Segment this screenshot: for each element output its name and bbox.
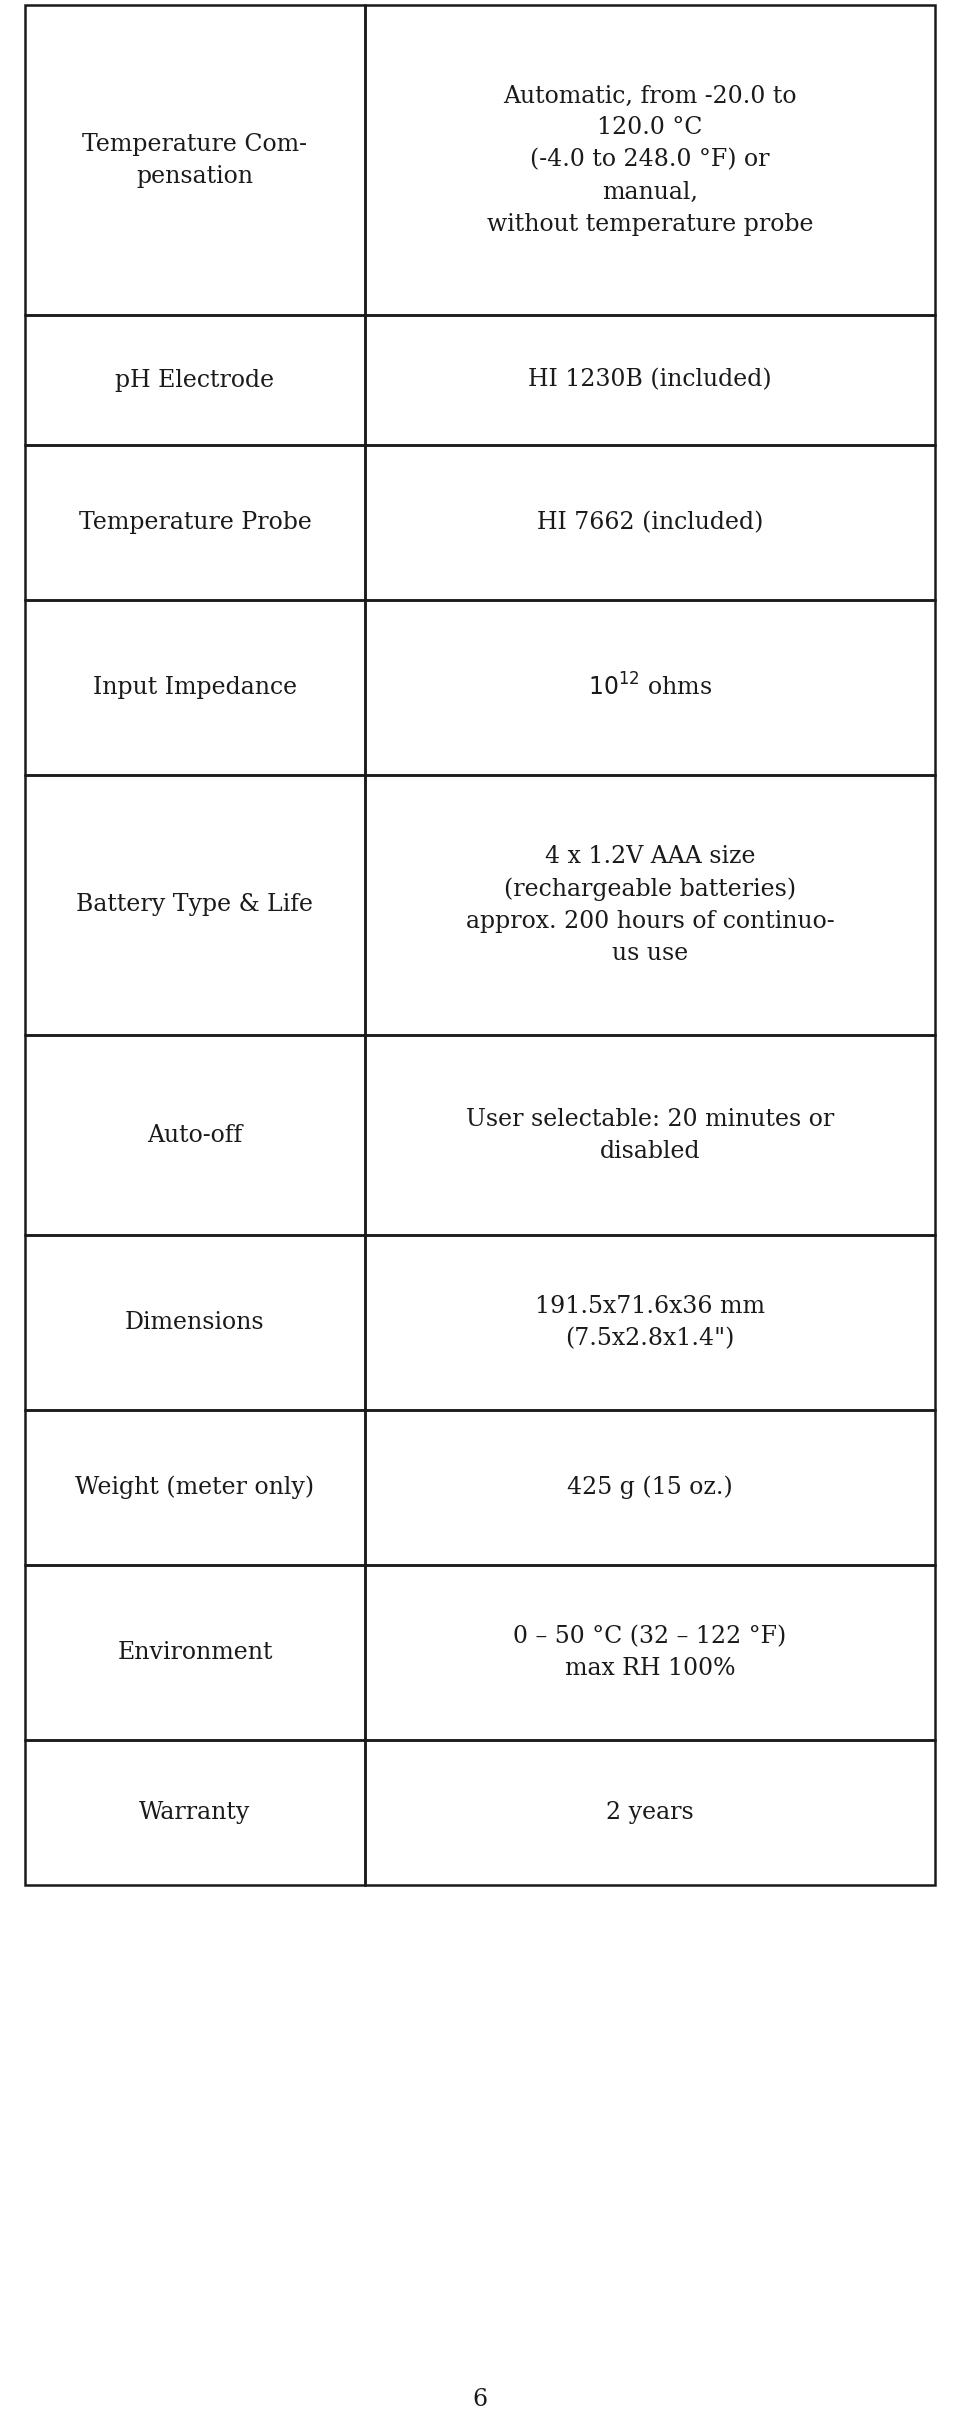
Text: HI 1230B (included): HI 1230B (included): [528, 368, 772, 392]
Text: 0 – 50 °C (32 – 122 °F)
max RH 100%: 0 – 50 °C (32 – 122 °F) max RH 100%: [514, 1625, 786, 1681]
Text: 4 x 1.2V AAA size
(rechargeable batteries)
approx. 200 hours of continuo-
us use: 4 x 1.2V AAA size (rechargeable batterie…: [466, 845, 834, 965]
Bar: [365, 1564, 935, 1739]
Bar: [25, 1739, 365, 1885]
Text: User selectable: 20 minutes or
disabled: User selectable: 20 minutes or disabled: [466, 1108, 834, 1162]
Bar: [25, 1410, 365, 1564]
Bar: [365, 446, 935, 599]
Text: 2 years: 2 years: [606, 1800, 694, 1825]
Bar: [25, 314, 365, 446]
Bar: [365, 1235, 935, 1410]
Bar: [25, 5, 365, 314]
Bar: [25, 599, 365, 775]
Text: Weight (meter only): Weight (meter only): [76, 1476, 315, 1498]
Text: Input Impedance: Input Impedance: [93, 677, 297, 699]
Bar: [365, 5, 935, 314]
Text: Environment: Environment: [117, 1642, 273, 1664]
Bar: [25, 1235, 365, 1410]
Bar: [25, 1035, 365, 1235]
Text: Temperature Com-
pensation: Temperature Com- pensation: [83, 132, 307, 188]
Text: $10^{12}$ ohms: $10^{12}$ ohms: [588, 675, 712, 702]
Bar: [25, 1564, 365, 1739]
Bar: [25, 775, 365, 1035]
Text: HI 7662 (included): HI 7662 (included): [537, 512, 763, 533]
Bar: [365, 1035, 935, 1235]
Text: Auto-off: Auto-off: [148, 1123, 243, 1147]
Text: 6: 6: [472, 2390, 488, 2412]
Text: Dimensions: Dimensions: [125, 1311, 265, 1335]
Bar: [365, 1739, 935, 1885]
Text: pH Electrode: pH Electrode: [115, 368, 275, 392]
Text: Warranty: Warranty: [139, 1800, 251, 1825]
Bar: [25, 446, 365, 599]
Bar: [365, 775, 935, 1035]
Bar: [365, 599, 935, 775]
Text: 425 g (15 oz.): 425 g (15 oz.): [567, 1476, 732, 1498]
Bar: [365, 314, 935, 446]
Text: Battery Type & Life: Battery Type & Life: [77, 894, 314, 916]
Text: 191.5x71.6x36 mm
(7.5x2.8x1.4"): 191.5x71.6x36 mm (7.5x2.8x1.4"): [535, 1296, 765, 1350]
Bar: [365, 1410, 935, 1564]
Text: Temperature Probe: Temperature Probe: [79, 512, 311, 533]
Text: Automatic, from -20.0 to
120.0 °C
(-4.0 to 248.0 °F) or
manual,
without temperat: Automatic, from -20.0 to 120.0 °C (-4.0 …: [487, 85, 813, 236]
